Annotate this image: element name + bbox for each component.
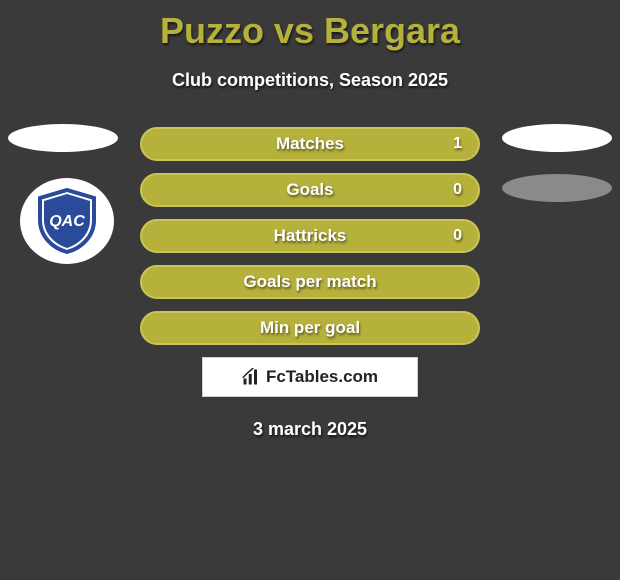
crest-text: QAC (49, 213, 85, 230)
page-title: Puzzo vs Bergara (0, 0, 620, 52)
left-ellipse-1 (8, 124, 118, 152)
right-ellipse-2 (502, 174, 612, 202)
date-text: 3 march 2025 (0, 419, 620, 440)
subtitle: Club competitions, Season 2025 (0, 70, 620, 91)
stat-row-goals-per-match: Goals per match (140, 265, 480, 299)
stat-value: 0 (453, 227, 462, 245)
brand-text: FcTables.com (266, 367, 378, 387)
shield-icon: QAC (32, 186, 102, 256)
stat-row-hattricks: Hattricks 0 (140, 219, 480, 253)
brand-badge[interactable]: FcTables.com (202, 357, 418, 397)
stat-label: Goals per match (243, 272, 376, 292)
club-crest: QAC (20, 178, 114, 264)
stat-label: Hattricks (274, 226, 347, 246)
bar-chart-icon (242, 368, 260, 386)
stat-row-matches: Matches 1 (140, 127, 480, 161)
stat-row-goals: Goals 0 (140, 173, 480, 207)
stat-value: 0 (453, 181, 462, 199)
stat-value: 1 (453, 135, 462, 153)
stat-label: Min per goal (260, 318, 360, 338)
stat-label: Goals (286, 180, 333, 200)
right-ellipse-1 (502, 124, 612, 152)
stat-row-min-per-goal: Min per goal (140, 311, 480, 345)
stat-label: Matches (276, 134, 344, 154)
